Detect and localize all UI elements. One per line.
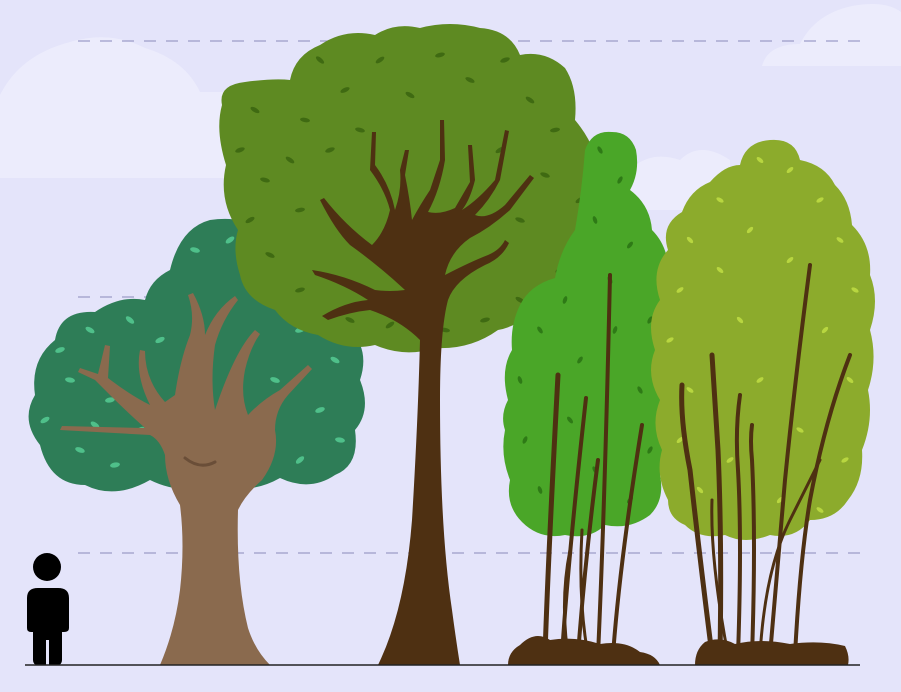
tree-3-stems bbox=[542, 273, 644, 658]
person-leg-gap bbox=[46, 640, 49, 665]
tree-2-canopy bbox=[219, 24, 613, 353]
tree-3-root-mound bbox=[508, 636, 660, 665]
tree-4-stems bbox=[679, 263, 852, 658]
tree-3 bbox=[503, 131, 671, 665]
tree-3-canopy bbox=[503, 131, 671, 537]
tree-2-trunk bbox=[312, 120, 534, 665]
tree-4 bbox=[651, 139, 875, 665]
person-icon bbox=[27, 553, 69, 665]
tree-1-trunk bbox=[60, 293, 312, 665]
person-head bbox=[33, 553, 61, 581]
tree-1-trunk-knot bbox=[183, 456, 217, 467]
tree-4-leaf-marks bbox=[666, 157, 859, 513]
tree-4-canopy bbox=[651, 139, 875, 541]
tree-2 bbox=[219, 24, 613, 665]
tree-4-root-mound bbox=[695, 639, 849, 665]
cloud-right-top bbox=[762, 4, 901, 66]
cloud-left bbox=[0, 37, 240, 179]
person-body bbox=[27, 588, 69, 665]
tree-2-leaf-marks bbox=[235, 52, 595, 333]
